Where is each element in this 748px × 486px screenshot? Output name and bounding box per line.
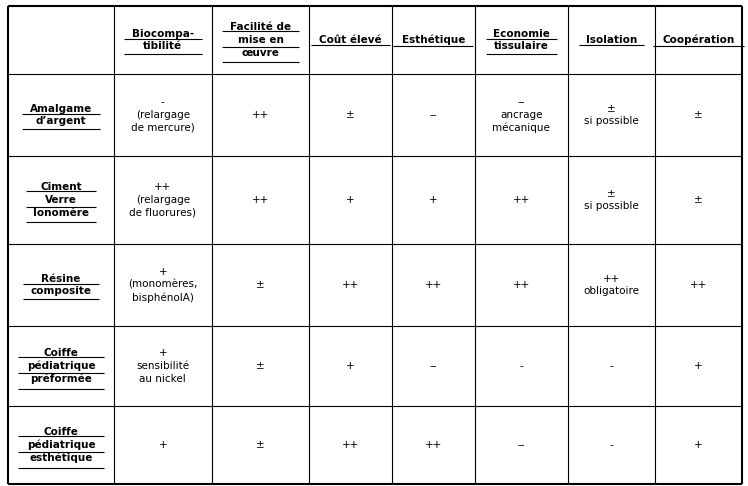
Text: ±: ± <box>256 361 265 371</box>
Text: ++: ++ <box>252 195 269 205</box>
Text: ++: ++ <box>252 110 269 120</box>
Text: ±
si possible: ± si possible <box>584 189 639 211</box>
Text: +: + <box>346 361 355 371</box>
Text: Coopération: Coopération <box>663 35 735 45</box>
Text: Isolation: Isolation <box>586 35 637 45</box>
Text: +: + <box>346 195 355 205</box>
Text: ++: ++ <box>690 280 707 290</box>
Text: Coiffe
pédiatrique
préformée: Coiffe pédiatrique préformée <box>27 347 95 384</box>
Text: ±
si possible: ± si possible <box>584 104 639 126</box>
Text: +: + <box>694 440 703 450</box>
Text: --
ancrage
mécanique: -- ancrage mécanique <box>492 97 551 133</box>
Text: ++: ++ <box>512 280 530 290</box>
Text: Facilité de
mise en
œuvre: Facilité de mise en œuvre <box>230 22 291 58</box>
Text: -: - <box>520 361 524 371</box>
Text: -
(relargage
de mercure): - (relargage de mercure) <box>131 97 194 133</box>
Text: +: + <box>159 440 167 450</box>
Text: ++
obligatoire: ++ obligatoire <box>583 274 640 296</box>
Text: ++
(relargage
de fluorures): ++ (relargage de fluorures) <box>129 182 197 218</box>
Text: Biocompa-
tibilité: Biocompa- tibilité <box>132 29 194 52</box>
Text: ±: ± <box>256 280 265 290</box>
Text: ++: ++ <box>342 440 359 450</box>
Text: ±: ± <box>694 110 703 120</box>
Text: Amalgame
d’argent: Amalgame d’argent <box>30 104 92 126</box>
Text: ++: ++ <box>425 440 442 450</box>
Text: ±: ± <box>256 440 265 450</box>
Text: ++: ++ <box>512 195 530 205</box>
Text: -: - <box>610 440 613 450</box>
Text: Résine
composite: Résine composite <box>31 274 91 296</box>
Text: ±: ± <box>346 110 355 120</box>
Text: Ciment
Verre
Ionomère: Ciment Verre Ionomère <box>33 182 89 218</box>
Text: -: - <box>610 361 613 371</box>
Text: Coiffe
pédiatrique
esthétique: Coiffe pédiatrique esthétique <box>27 427 95 464</box>
Text: ++: ++ <box>425 280 442 290</box>
Text: --: -- <box>429 361 437 371</box>
Text: --: -- <box>429 110 437 120</box>
Text: Esthétique: Esthétique <box>402 35 465 45</box>
Text: Economie
tissulaire: Economie tissulaire <box>493 29 550 52</box>
Text: +: + <box>429 195 438 205</box>
Text: +: + <box>694 361 703 371</box>
Text: ++: ++ <box>342 280 359 290</box>
Text: Coût élevé: Coût élevé <box>319 35 382 45</box>
Text: +
(monomères,
bisphénolA): + (monomères, bisphénolA) <box>128 267 197 303</box>
Text: +
sensibilité
au nickel: + sensibilité au nickel <box>136 348 189 384</box>
Text: ±: ± <box>694 195 703 205</box>
Text: --: -- <box>518 440 525 450</box>
